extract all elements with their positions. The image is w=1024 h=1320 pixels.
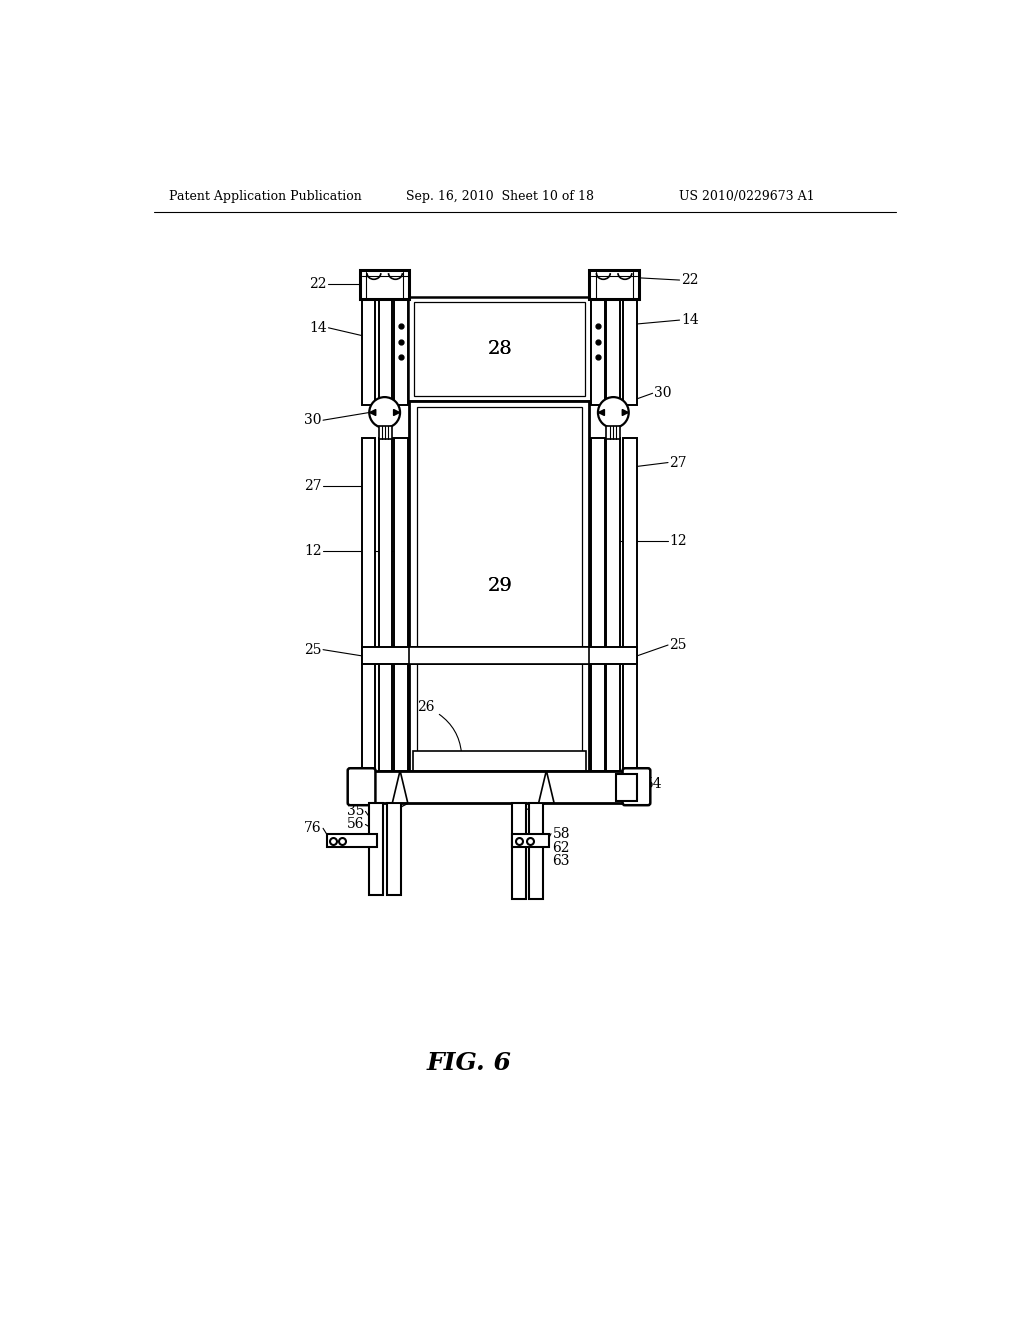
Text: 27: 27	[304, 479, 322, 492]
Bar	[361, 647, 637, 664]
Text: 26: 26	[417, 701, 435, 714]
Bar	[394, 438, 408, 771]
Text: 14: 14	[681, 313, 698, 327]
Text: FIG. 6: FIG. 6	[427, 1051, 512, 1076]
Circle shape	[598, 397, 629, 428]
Bar	[414, 302, 585, 396]
Bar	[512, 834, 549, 847]
Bar	[361, 438, 376, 771]
Bar	[361, 300, 376, 405]
Text: 22: 22	[681, 273, 698, 286]
Bar	[394, 300, 408, 405]
Text: 12: 12	[304, 544, 322, 558]
Bar	[350, 771, 648, 803]
Polygon shape	[392, 771, 408, 803]
Bar	[387, 803, 400, 895]
Text: 22: 22	[309, 277, 327, 290]
Text: 62: 62	[553, 841, 570, 854]
Text: Sep. 16, 2010  Sheet 10 of 18: Sep. 16, 2010 Sheet 10 of 18	[407, 190, 594, 203]
Text: 12: 12	[670, 535, 687, 548]
Text: 13: 13	[416, 785, 433, 799]
Bar	[606, 438, 621, 771]
Bar	[413, 751, 586, 771]
FancyBboxPatch shape	[348, 768, 376, 805]
Text: 35: 35	[347, 804, 365, 818]
Text: 56: 56	[347, 817, 365, 832]
Bar	[591, 300, 605, 405]
Bar	[417, 407, 582, 764]
Text: US 2010/0229673 A1: US 2010/0229673 A1	[679, 190, 814, 203]
Bar	[606, 426, 621, 438]
FancyBboxPatch shape	[623, 768, 650, 805]
Polygon shape	[539, 771, 554, 803]
Text: 76: 76	[304, 821, 322, 836]
Bar	[591, 438, 605, 771]
Bar	[379, 438, 392, 771]
Bar	[615, 775, 637, 801]
Text: 27: 27	[670, 455, 687, 470]
Text: 28: 28	[487, 341, 513, 358]
Text: Patent Application Publication: Patent Application Publication	[169, 190, 361, 203]
Bar	[410, 647, 590, 664]
Text: 63: 63	[553, 854, 570, 867]
Bar	[360, 271, 410, 300]
Text: 29: 29	[487, 577, 513, 595]
Bar	[512, 803, 525, 899]
Text: 30: 30	[654, 387, 672, 400]
Text: 52: 52	[559, 784, 577, 799]
Bar	[624, 300, 637, 405]
Text: 58: 58	[553, 826, 570, 841]
Text: 14: 14	[309, 321, 327, 335]
Bar	[590, 271, 639, 300]
Text: 54: 54	[645, 776, 663, 791]
Text: 25: 25	[670, 638, 687, 652]
Bar	[370, 803, 383, 895]
Text: 29: 29	[487, 577, 513, 595]
Text: 28: 28	[487, 341, 513, 358]
Bar	[606, 300, 621, 405]
Bar	[410, 401, 590, 771]
Circle shape	[370, 397, 400, 428]
Bar	[327, 834, 377, 847]
Bar	[379, 300, 392, 405]
Bar	[379, 426, 392, 438]
Bar	[529, 803, 544, 899]
Bar	[624, 438, 637, 771]
Bar	[408, 297, 591, 401]
Text: 30: 30	[304, 413, 322, 428]
Text: 25: 25	[304, 643, 322, 656]
